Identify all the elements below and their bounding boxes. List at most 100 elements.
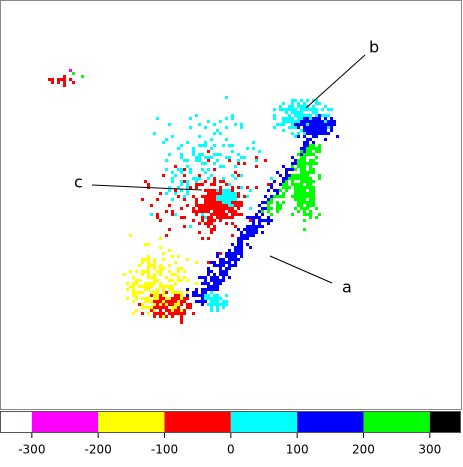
pixel [180,312,183,315]
pixel [204,222,207,225]
pixel [222,276,225,279]
pixel [135,309,138,312]
pixel [210,228,213,231]
pixel [303,120,306,123]
pixel [189,126,192,129]
pixel [216,300,219,303]
pixel [153,276,156,279]
pixel [270,198,273,201]
pixel [306,153,309,156]
pixel [168,309,171,312]
pixel [237,207,240,210]
pixel [306,141,309,144]
pixel [222,270,225,273]
pixel [312,132,315,135]
pixel [186,204,189,207]
pixel [303,159,306,162]
pixel [306,171,309,174]
pixel [153,303,156,306]
pixel [177,279,180,282]
pixel [324,114,327,117]
pixel [294,162,297,165]
pixel [186,297,189,300]
tick-label: -300 [18,443,45,457]
pixel [303,108,306,111]
pixel [234,171,237,174]
pixel [204,288,207,291]
pixel [147,282,150,285]
pixel [324,129,327,132]
pixel [309,117,312,120]
pixel [303,102,306,105]
pixel [237,186,240,189]
pixel [180,180,183,183]
pixel [243,237,246,240]
pixel [333,123,336,126]
pixel [255,213,258,216]
pixel [330,120,333,123]
pixel [210,189,213,192]
pixel [237,195,240,198]
pixel [135,270,138,273]
pixel [72,81,75,84]
pixel [324,123,327,126]
tick-label: 0 [227,443,235,457]
pixel [312,117,315,120]
pixel [291,180,294,183]
pixel [198,123,201,126]
pixel [252,225,255,228]
pixel [240,123,243,126]
pixel [318,213,321,216]
pixel [294,168,297,171]
pointer-b [305,54,366,109]
pixel [150,264,153,267]
pixel [219,219,222,222]
pixel [327,120,330,123]
pixel [168,303,171,306]
pixel [198,294,201,297]
pixel [240,252,243,255]
pixel [180,183,183,186]
pixel [213,297,216,300]
pixel [180,156,183,159]
pixel [168,285,171,288]
colorbar-segment [363,411,430,433]
pixel [300,159,303,162]
pixel [186,258,189,261]
pixel [318,147,321,150]
pixel [309,210,312,213]
pixel [201,294,204,297]
pixel [291,117,294,120]
pixel [192,219,195,222]
pixel [300,114,303,117]
pixel [300,180,303,183]
pixel [201,300,204,303]
pixel [201,288,204,291]
pixel [207,270,210,273]
pixel [219,180,222,183]
pixel [309,132,312,135]
pixel [219,270,222,273]
pixel [309,189,312,192]
pixel [303,219,306,222]
pixel [222,207,225,210]
label-c: c [74,173,83,192]
pixel [204,201,207,204]
pixel [249,216,252,219]
pixel [210,261,213,264]
pixel [213,210,216,213]
pixel [312,192,315,195]
pixel [141,297,144,300]
pixel [195,183,198,186]
pixel [69,78,72,81]
pixel [240,249,243,252]
pixel [231,114,234,117]
pixel [210,297,213,300]
pixel [315,132,318,135]
pixel [309,198,312,201]
pixel [132,294,135,297]
pixel [252,234,255,237]
pixel [237,213,240,216]
pixel [216,285,219,288]
pixel [303,192,306,195]
